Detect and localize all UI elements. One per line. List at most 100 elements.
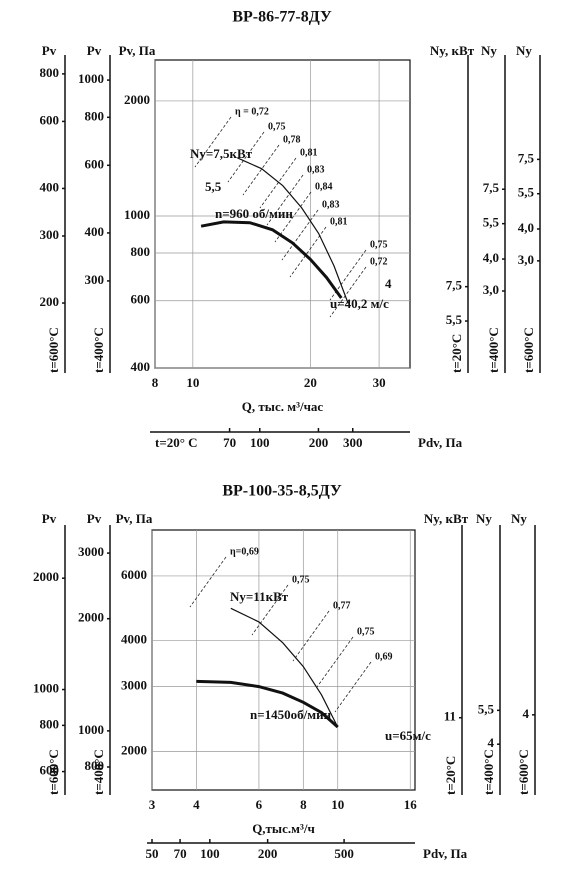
- side-axis-temperature: t=20°C: [443, 756, 458, 795]
- side-axis-label: Ny: [511, 511, 527, 526]
- bottom-tick-label: 70: [223, 435, 236, 450]
- efficiency-label: 0,83: [307, 164, 325, 175]
- efficiency-line: [329, 266, 367, 318]
- efficiency-label: 0,81: [300, 147, 318, 158]
- efficiency-label: 0,75: [370, 239, 388, 250]
- x-tick-label: 3: [149, 797, 156, 812]
- side-axis-label: Ny, кВт: [430, 43, 475, 58]
- side-axis-temperature: t=400°C: [486, 327, 501, 373]
- side-tick-label: 800: [85, 108, 105, 123]
- bottom-axis-label: Pdv, Па: [418, 435, 463, 450]
- efficiency-line: [251, 584, 289, 636]
- efficiency-label: 0,75: [268, 121, 286, 132]
- y-tick-label: 400: [131, 359, 151, 374]
- y-axis-label: Pv, Па: [116, 511, 153, 526]
- side-tick-label: 3,0: [518, 252, 534, 267]
- x-tick-label: 4: [193, 797, 200, 812]
- efficiency-line: [242, 144, 280, 196]
- efficiency-line: [189, 556, 227, 608]
- side-tick-label: 300: [40, 227, 60, 242]
- efficiency-line: [316, 636, 354, 688]
- bottom-tick-label: 500: [334, 846, 354, 861]
- efficiency-label: η=0,69: [230, 546, 259, 557]
- efficiency-line: [281, 209, 319, 261]
- side-axis-temperature: t=20°C: [449, 334, 464, 373]
- x-axis-label: Q, тыс. м³/час: [242, 399, 324, 414]
- x-tick-label: 6: [256, 797, 263, 812]
- efficiency-label: η = 0,72: [235, 106, 269, 117]
- series-label: n=960 об/мин: [215, 206, 293, 221]
- efficiency-line: [194, 116, 232, 168]
- side-tick-label: 2000: [33, 569, 59, 584]
- efficiency-line: [334, 661, 372, 713]
- y-tick-label: 3000: [121, 678, 147, 693]
- side-tick-label: 2000: [78, 610, 104, 625]
- efficiency-label: 0,75: [357, 626, 375, 637]
- x-tick-label: 8: [152, 375, 159, 390]
- chart-title: ВР-86-77-8ДУ: [232, 9, 332, 26]
- side-tick-label: 7,5: [518, 150, 535, 165]
- efficiency-line: [227, 131, 265, 183]
- side-tick-label: 400: [85, 224, 105, 239]
- efficiency-line: [259, 157, 297, 209]
- bottom-tick-label: 100: [250, 435, 270, 450]
- side-tick-label: 600: [85, 156, 105, 171]
- side-tick-label: 400: [40, 179, 60, 194]
- series-line: [237, 157, 349, 304]
- x-tick-label: 10: [331, 797, 344, 812]
- side-tick-label: 800: [40, 65, 60, 80]
- series-label: n=1450об/мин: [250, 707, 332, 722]
- side-tick-label: 1000: [33, 681, 59, 696]
- side-tick-label: 200: [40, 294, 60, 309]
- x-tick-label: 20: [304, 375, 317, 390]
- annotation: 5,5: [205, 179, 222, 194]
- bottom-tick-label: 70: [174, 846, 187, 861]
- bottom-tick-label: 200: [309, 435, 329, 450]
- efficiency-label: 0,72: [370, 256, 388, 267]
- y-tick-label: 600: [131, 292, 151, 307]
- y-tick-label: 1000: [124, 207, 150, 222]
- efficiency-label: 0,84: [315, 181, 333, 192]
- efficiency-line: [266, 174, 304, 226]
- series-line: [200, 220, 343, 299]
- x-tick-label: 30: [373, 375, 386, 390]
- side-tick-label: 5,5: [518, 185, 535, 200]
- side-tick-label: 7,5: [483, 180, 500, 195]
- side-axis-label: Ny: [476, 511, 492, 526]
- series-line: [230, 607, 339, 728]
- efficiency-label: 0,77: [333, 600, 351, 611]
- annotation: u=40,2 м/с: [330, 296, 389, 311]
- side-tick-label: 7,5: [446, 278, 463, 293]
- side-axis-temperature: t=400°C: [481, 749, 496, 795]
- series-line: [196, 679, 339, 729]
- series-label: Nу=7,5кВт: [190, 146, 253, 161]
- annotation: 4: [385, 276, 392, 291]
- x-tick-label: 10: [186, 375, 199, 390]
- y-tick-label: 4000: [121, 632, 147, 647]
- bottom-axis-label: Pdv, Па: [423, 846, 468, 861]
- x-tick-label: 16: [404, 797, 418, 812]
- side-tick-label: 5,5: [446, 312, 463, 327]
- side-tick-label: 1000: [78, 722, 104, 737]
- chart-title: ВР-100-35-8,5ДУ: [222, 483, 342, 500]
- efficiency-line: [292, 610, 330, 662]
- side-tick-label: 4: [488, 735, 495, 750]
- side-tick-label: 4: [523, 706, 530, 721]
- side-tick-label: 5,5: [483, 215, 500, 230]
- side-tick-label: 5,5: [478, 701, 495, 716]
- side-axis-label: Ny, кВт: [424, 511, 469, 526]
- side-axis-temperature: t=600°C: [46, 749, 61, 795]
- side-tick-label: 800: [40, 716, 60, 731]
- x-tick-label: 8: [300, 797, 307, 812]
- side-axis-label: Ny: [481, 43, 497, 58]
- efficiency-label: 0,78: [283, 134, 301, 145]
- side-tick-label: 300: [85, 272, 105, 287]
- side-axis-label: Pv: [87, 511, 102, 526]
- side-axis-temperature: t=400°C: [91, 327, 106, 373]
- side-axis-label: Pv: [87, 43, 102, 58]
- side-axis-label: Pv: [42, 511, 57, 526]
- side-axis-temperature: t=600°C: [46, 327, 61, 373]
- y-tick-label: 2000: [124, 92, 150, 107]
- side-tick-label: 4,0: [483, 250, 499, 265]
